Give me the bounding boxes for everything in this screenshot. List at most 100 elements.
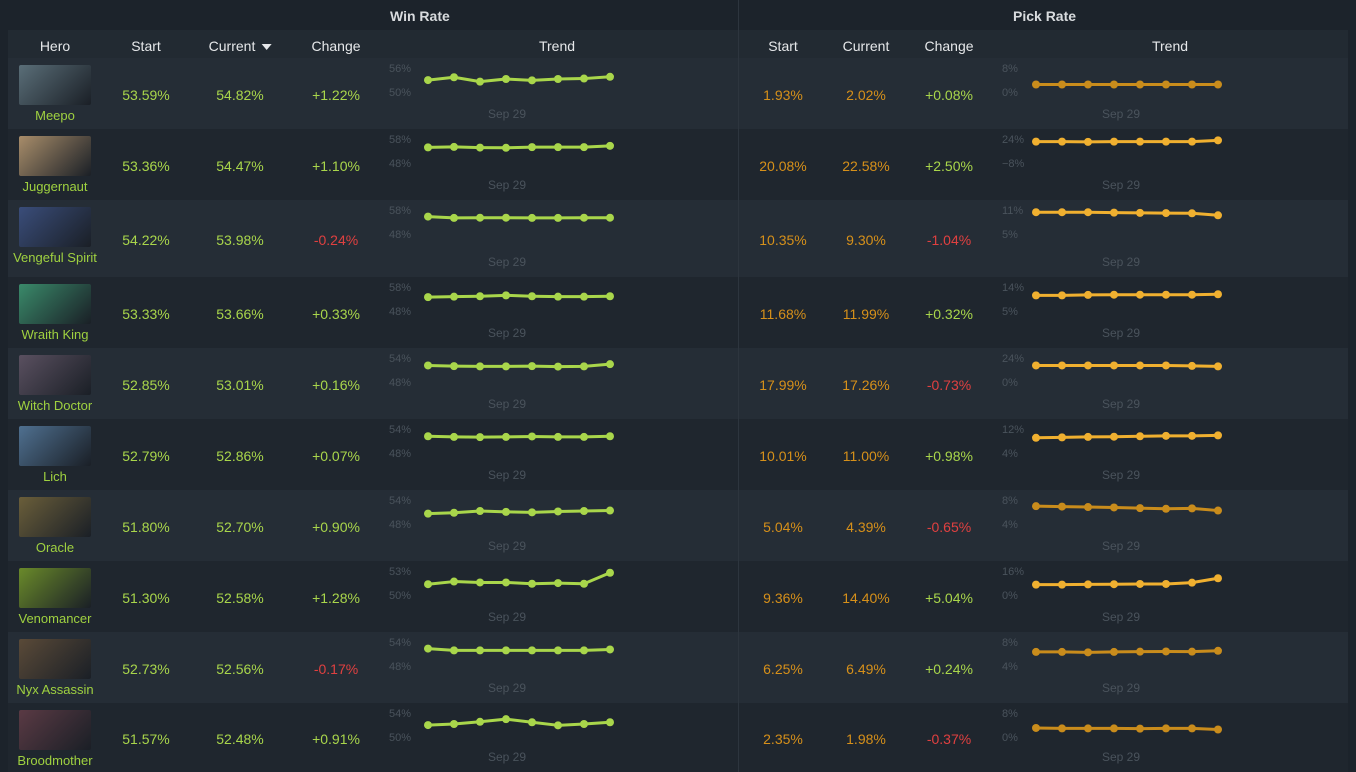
- wr-trend-point: [476, 143, 484, 152]
- pr-trend-max-label: 12%: [1002, 424, 1025, 436]
- hero-name[interactable]: Oracle: [35, 540, 75, 555]
- wr-trend-max-label: 56%: [389, 63, 412, 75]
- hero-portrait[interactable]: [19, 136, 91, 176]
- col-wr-current[interactable]: Current: [209, 38, 272, 54]
- wr-trend-point: [476, 578, 484, 587]
- wr-trend-point: [502, 578, 510, 587]
- hero-portrait[interactable]: [19, 284, 91, 324]
- hero-name[interactable]: Juggernaut: [22, 179, 88, 194]
- pr-trend-date-label: Sep 29: [1101, 468, 1141, 482]
- wr-trend-date-label: Sep 29: [487, 326, 527, 340]
- wr-trend-point: [554, 213, 562, 222]
- wr-trend-sparkline: [424, 506, 614, 518]
- hero-portrait[interactable]: [19, 710, 91, 750]
- sort-desc-icon: [261, 44, 272, 51]
- wr-change-value: +0.07%: [312, 447, 360, 464]
- pr-trend-date-label: Sep 29: [1101, 255, 1141, 269]
- pr-trend-point: [1188, 80, 1196, 89]
- hero-name[interactable]: Lich: [43, 469, 67, 484]
- table-row[interactable]: Nyx Assassin 52.73% 52.56% -0.17% 6.25% 6.49%…: [8, 632, 1348, 703]
- table-row[interactable]: Wraith King 53.33% 53.66% +0.33% 11.68% 11.99…: [8, 277, 1348, 348]
- table-row[interactable]: Witch Doctor 52.85% 53.01% +0.16% 17.99% 17.2…: [8, 348, 1348, 419]
- wr-trend-sparkline: [424, 568, 614, 589]
- wr-trend-point: [450, 362, 458, 371]
- hero-portrait[interactable]: [19, 426, 91, 466]
- pr-trend-point: [1084, 648, 1092, 657]
- wr-trend-point: [502, 213, 510, 222]
- pr-trend-point: [1188, 504, 1196, 513]
- hero-name[interactable]: Broodmother: [17, 753, 93, 768]
- pr-trend-sparkline: [1032, 646, 1222, 657]
- pr-current-value: 2.02%: [846, 86, 886, 103]
- pr-trend-point: [1214, 136, 1222, 145]
- pr-trend-point: [1084, 503, 1092, 512]
- table-row[interactable]: Vengeful Spirit 54.22% 53.98% -0.24% 10.35% 9…: [8, 200, 1348, 277]
- wr-start-value: 54.22%: [122, 231, 170, 248]
- wr-trend-line: [427, 434, 611, 439]
- pr-trend-point: [1032, 580, 1040, 589]
- col-wr-start[interactable]: Start: [131, 38, 161, 54]
- wr-trend-point: [450, 508, 458, 517]
- wr-trend-sparkline: [424, 360, 614, 371]
- wr-trend-point: [606, 432, 614, 441]
- pr-start-value: 20.08%: [759, 157, 807, 174]
- hero-name[interactable]: Meepo: [35, 108, 75, 123]
- wr-trend-point: [606, 292, 614, 301]
- table-row[interactable]: Lich 52.79% 52.86% +0.07% 10.01% 11.00% +0.98%…: [8, 419, 1348, 490]
- hero-portrait[interactable]: [19, 568, 91, 608]
- pr-trend-point: [1136, 724, 1144, 733]
- hero-portrait[interactable]: [19, 65, 91, 105]
- wr-trend-line: [427, 144, 611, 150]
- pr-change-value: +0.08%: [925, 86, 973, 103]
- pr-trend-point: [1162, 431, 1170, 440]
- wr-trend-max-label: 54%: [389, 495, 412, 507]
- pr-start-value: 11.68%: [759, 305, 807, 322]
- wr-trend-point: [580, 143, 588, 152]
- wr-trend-point: [528, 579, 536, 588]
- col-pr-change[interactable]: Change: [924, 38, 974, 54]
- wr-trend-point: [476, 433, 484, 442]
- pr-trend-date-label: Sep 29: [1101, 681, 1141, 695]
- wr-trend-point: [476, 717, 484, 726]
- hero-portrait[interactable]: [19, 355, 91, 395]
- table-row[interactable]: Broodmother 51.57% 52.48% +0.91% 2.35% 1.98% -…: [8, 703, 1348, 772]
- pr-trend-point: [1084, 724, 1092, 733]
- pr-trend-point: [1188, 431, 1196, 440]
- pr-current-value: 1.98%: [846, 730, 886, 747]
- hero-name[interactable]: Venomancer: [18, 611, 92, 626]
- wr-trend-point: [476, 362, 484, 371]
- pr-change-value: -0.65%: [926, 518, 972, 535]
- pr-trend-point: [1032, 291, 1040, 300]
- wr-start-value: 53.36%: [122, 157, 170, 174]
- table-row[interactable]: Venomancer 51.30% 52.58% +1.28% 9.36% 14.40% +…: [8, 561, 1348, 632]
- pr-change-value: -0.37%: [926, 730, 972, 747]
- col-pr-current[interactable]: Current: [842, 38, 890, 54]
- pr-trend-sparkline: [1032, 290, 1222, 300]
- hero-portrait[interactable]: [19, 639, 91, 679]
- hero-name[interactable]: Wraith King: [21, 327, 89, 342]
- wr-trend-point: [450, 432, 458, 441]
- hero-portrait[interactable]: [19, 497, 91, 537]
- table-row[interactable]: Meepo 53.59% 54.82% +1.22% 1.93% 2.02% +0.08% 5…: [8, 58, 1348, 129]
- wr-start-value: 52.79%: [122, 447, 170, 464]
- pr-trend-line: [1036, 210, 1219, 217]
- pr-trend-max-label: 8%: [1002, 708, 1018, 720]
- pr-current-value: 22.58%: [842, 157, 890, 174]
- wr-trend-sparkline: [424, 141, 614, 152]
- hero-name[interactable]: Witch Doctor: [17, 398, 93, 413]
- table-row[interactable]: Oracle 51.80% 52.70% +0.90% 5.04% 4.39% -0.65%…: [8, 490, 1348, 561]
- wr-trend-point: [528, 718, 536, 727]
- col-wr-change[interactable]: Change: [311, 38, 361, 54]
- hero-portrait[interactable]: [19, 207, 91, 247]
- hero-name[interactable]: Vengeful Spirit: [13, 250, 97, 265]
- pr-trend-point: [1136, 137, 1144, 146]
- pr-trend-date-label: Sep 29: [1101, 610, 1141, 624]
- table-row[interactable]: Juggernaut 53.36% 54.47% +1.10% 20.08% 22.58%…: [8, 129, 1348, 200]
- hero-name[interactable]: Nyx Assassin: [16, 682, 94, 697]
- wr-trend-point: [502, 715, 510, 724]
- wr-trend-point: [450, 292, 458, 301]
- col-pr-start[interactable]: Start: [768, 38, 798, 54]
- pr-change-value: +2.50%: [925, 157, 973, 174]
- col-hero[interactable]: Hero: [39, 38, 71, 54]
- wr-current-value: 52.70%: [216, 518, 264, 535]
